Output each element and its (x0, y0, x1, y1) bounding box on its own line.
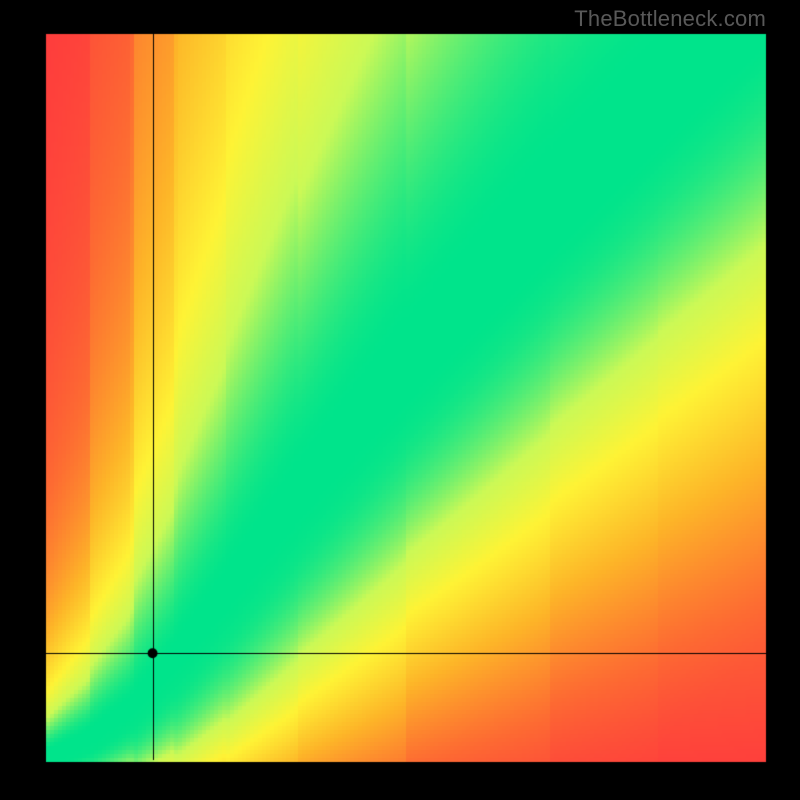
watermark-text: TheBottleneck.com (574, 6, 766, 32)
bottleneck-heatmap (0, 0, 800, 800)
chart-container: TheBottleneck.com (0, 0, 800, 800)
